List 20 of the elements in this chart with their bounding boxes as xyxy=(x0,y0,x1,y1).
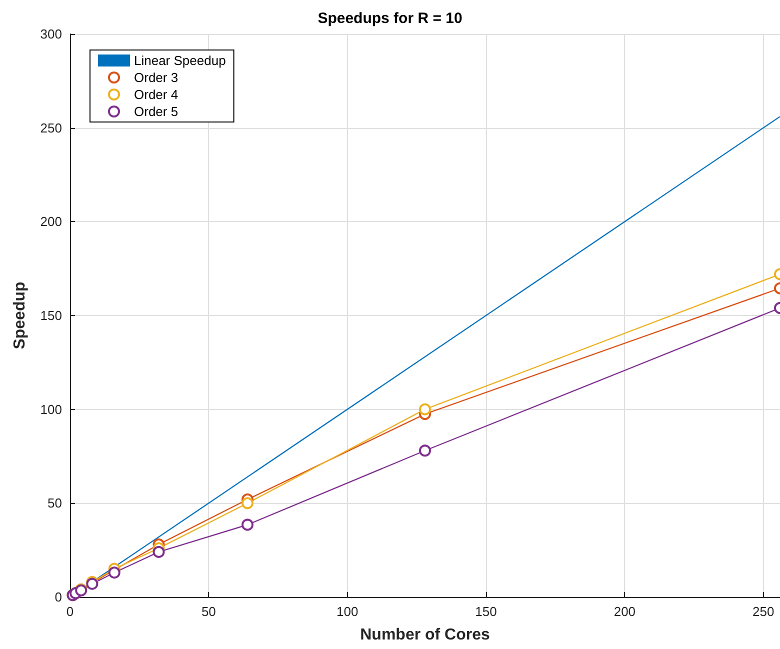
y-tick-label: 300 xyxy=(40,26,62,42)
x-tick-label: 0 xyxy=(66,604,74,619)
x-tick-label: 100 xyxy=(336,604,358,619)
y-tick-label: 100 xyxy=(40,402,62,417)
x-tick-label: 50 xyxy=(201,604,216,619)
x-tick-label: 150 xyxy=(475,604,497,619)
x-axis-title: Number of Cores xyxy=(360,626,490,644)
y-tick-label: 150 xyxy=(40,308,62,323)
legend-label: Order 5 xyxy=(134,104,178,119)
y-tick-label: 0 xyxy=(54,590,62,604)
chart-title: Speedups for R = 10 xyxy=(318,10,462,27)
y-axis-title: Speedup xyxy=(12,281,28,350)
legend-label: Order 4 xyxy=(134,87,178,102)
y-tick-label: 250 xyxy=(40,120,62,136)
legend-label: Order 3 xyxy=(134,70,178,85)
x-tick-label: 200 xyxy=(614,604,636,619)
y-tick-label: 50 xyxy=(48,496,62,511)
x-tick-label: 250 xyxy=(752,604,774,619)
y-tick-label: 200 xyxy=(40,214,62,230)
legend-label: Linear Speedup xyxy=(134,53,226,68)
